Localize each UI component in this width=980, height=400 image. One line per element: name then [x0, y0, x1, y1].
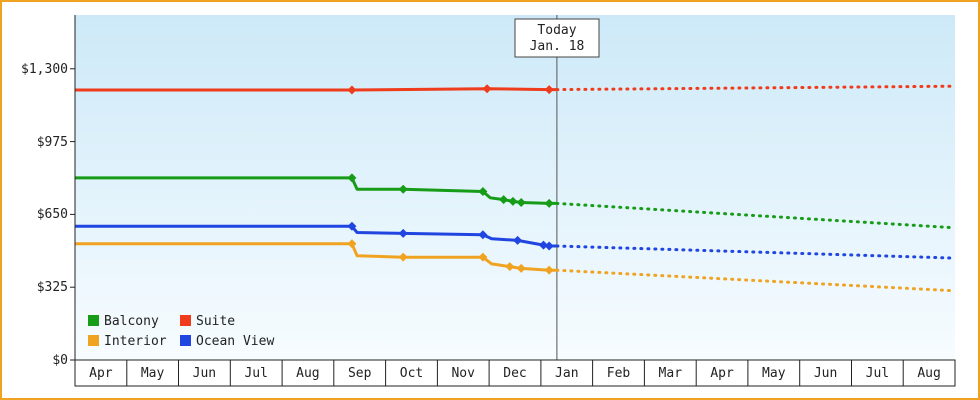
plot-area	[75, 15, 955, 360]
ocean-view-marker	[538, 240, 548, 250]
month-label: May	[141, 366, 165, 381]
interior-marker	[347, 239, 357, 249]
balcony-marker	[544, 198, 554, 208]
month-label: Mar	[659, 366, 683, 381]
legend-swatch-suite	[180, 315, 191, 326]
legend-label-balcony: Balcony	[104, 314, 159, 329]
ocean-view-marker	[347, 221, 357, 231]
y-tick-label: $650	[37, 207, 68, 222]
interior-marker	[516, 263, 526, 273]
today-label-box	[514, 18, 600, 58]
balcony-marker	[499, 195, 509, 205]
ocean-view-marker	[398, 228, 408, 238]
month-label: May	[762, 366, 786, 381]
month-label: Apr	[710, 366, 734, 381]
today-label-line2: Jan. 18	[530, 39, 585, 54]
ocean-view-marker	[478, 230, 488, 240]
series-layer	[75, 84, 957, 293]
month-band	[74, 359, 956, 387]
month-label: Oct	[400, 366, 423, 381]
month-label: Feb	[607, 366, 631, 381]
axes-layer: Apr May Jun Jul Aug Sep Oct Nov Dec Jan Feb Mar Apr M…	[70, 68, 956, 387]
suite-marker	[482, 84, 492, 94]
legend-label-suite: Suite	[196, 314, 235, 329]
y-tick-label: $975	[37, 135, 68, 150]
month-label: Nov	[451, 366, 475, 381]
interior-marker	[505, 262, 515, 272]
today-annotation: Today Jan. 18	[514, 18, 600, 58]
month-label: Jul	[244, 366, 267, 381]
ocean-view-marker	[513, 235, 523, 245]
ocean-view-marker	[544, 241, 554, 251]
month-label: Jul	[866, 366, 889, 381]
month-label: Sep	[348, 366, 372, 381]
month-label: Jan	[555, 366, 578, 381]
month-label: Aug	[296, 366, 319, 381]
legend-label-ocean-view: Ocean View	[196, 334, 274, 349]
today-label-line1: Today	[537, 23, 576, 38]
month-label: Aug	[917, 366, 940, 381]
interior-marker	[398, 252, 408, 262]
legend: Balcony Suite Interior Ocean View	[88, 314, 274, 349]
legend-label-interior: Interior	[104, 334, 167, 349]
plot-background	[75, 15, 955, 360]
month-label: Apr	[89, 366, 113, 381]
balcony-marker	[347, 173, 357, 183]
month-label: Jun	[814, 366, 837, 381]
y-tick-label: $1,300	[21, 62, 68, 77]
balcony-marker	[398, 184, 408, 194]
legend-swatch-ocean-view	[180, 335, 191, 346]
legend-swatch-balcony	[88, 315, 99, 326]
suite-marker	[544, 85, 554, 95]
legend-swatch-interior	[88, 335, 99, 346]
y-tick-label: $325	[37, 280, 68, 295]
suite-marker	[347, 85, 357, 95]
balcony-price-line	[75, 176, 557, 205]
month-label: Jun	[193, 366, 216, 381]
balcony-marker	[478, 187, 488, 197]
balcony-marker	[508, 196, 518, 206]
y-axis-labels: $1,300 $975 $650 $325 $0	[21, 62, 68, 368]
month-label: Dec	[503, 366, 526, 381]
interior-marker	[478, 252, 488, 262]
interior-marker	[544, 265, 554, 275]
balcony-marker	[516, 198, 526, 208]
interior-price-line	[75, 242, 557, 272]
y-tick-label: $0	[52, 353, 68, 368]
